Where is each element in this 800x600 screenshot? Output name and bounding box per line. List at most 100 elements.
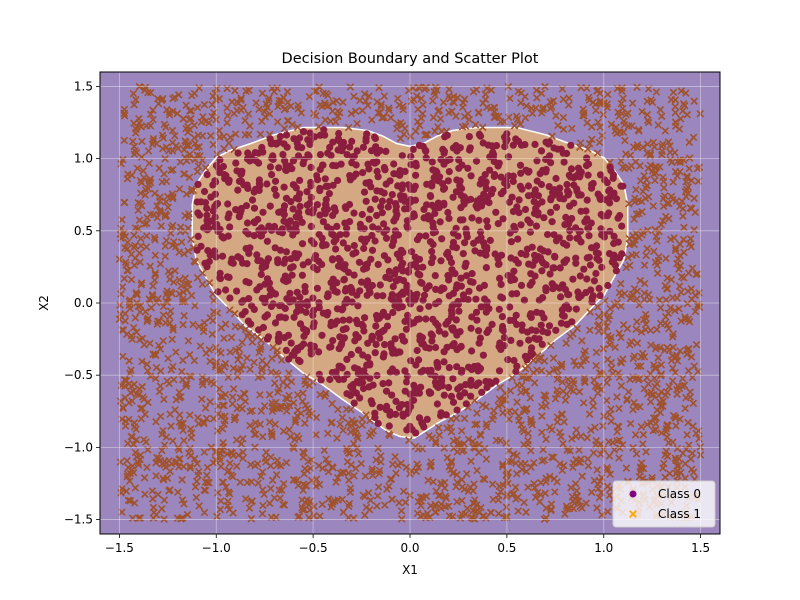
class-1-point — [633, 295, 641, 303]
class-0-point — [501, 179, 509, 187]
class-1-point — [431, 500, 440, 509]
class-0-point — [355, 258, 363, 266]
class-0-point — [271, 319, 280, 327]
class-0-point — [224, 200, 232, 208]
class-1-point — [576, 139, 585, 147]
class-0-point — [324, 182, 332, 190]
class-1-point — [182, 124, 190, 133]
class-0-point — [525, 260, 533, 268]
class-1-point — [513, 398, 521, 406]
class-1-point — [533, 94, 541, 102]
class-1-point — [489, 495, 497, 504]
class-1-point — [190, 454, 199, 463]
class-1-point — [116, 458, 125, 466]
class-1-point — [258, 486, 267, 494]
class-1-point — [212, 358, 221, 366]
class-1-point — [233, 372, 242, 381]
class-0-point — [310, 342, 318, 351]
class-1-point — [377, 103, 385, 111]
class-1-point — [333, 434, 341, 442]
class-0-point — [364, 277, 372, 285]
class-1-point — [286, 432, 295, 441]
class-1-point — [589, 449, 598, 457]
class-1-point — [129, 440, 138, 449]
class-1-point — [146, 372, 155, 380]
class-1-point — [666, 142, 674, 150]
class-1-point — [285, 401, 294, 410]
class-1-point — [186, 107, 194, 115]
class-1-point — [282, 458, 291, 467]
class-1-point — [498, 462, 507, 471]
class-1-point — [120, 229, 128, 237]
y-tick-label: 0.5 — [74, 224, 93, 238]
class-1-point — [118, 326, 127, 334]
class-1-point — [483, 84, 491, 92]
class-1-point — [643, 390, 652, 398]
class-1-point — [413, 117, 422, 126]
class-0-point — [391, 335, 399, 343]
class-1-point — [617, 291, 626, 300]
class-0-point — [203, 171, 211, 179]
x-axis-label: X1 — [402, 563, 418, 577]
class-1-point — [556, 460, 564, 468]
class-0-point — [479, 351, 487, 359]
class-0-point — [569, 275, 577, 283]
class-0-point — [403, 281, 411, 289]
class-1-point — [425, 432, 433, 440]
class-0-point — [410, 210, 418, 218]
class-1-point — [684, 269, 693, 277]
class-1-point — [213, 84, 221, 93]
class-0-point — [298, 271, 306, 279]
class-1-point — [663, 321, 672, 329]
class-0-point — [387, 340, 395, 348]
class-0-point — [237, 177, 245, 185]
class-1-point — [228, 393, 237, 401]
class-0-point — [218, 252, 227, 260]
class-0-point — [555, 190, 564, 198]
class-1-point — [241, 397, 250, 406]
class-1-point — [180, 500, 188, 508]
class-0-point — [546, 270, 554, 278]
class-1-point — [321, 392, 329, 401]
class-1-point — [272, 369, 280, 377]
class-0-point — [327, 279, 335, 287]
class-1-point — [158, 430, 166, 439]
class-1-point — [542, 435, 550, 443]
class-1-point — [342, 405, 351, 414]
class-1-point — [339, 426, 347, 434]
class-0-point — [446, 155, 454, 164]
class-1-point — [522, 102, 531, 110]
class-0-point — [277, 313, 285, 321]
class-1-point — [324, 91, 332, 100]
class-1-point — [226, 348, 234, 356]
class-1-point — [328, 500, 337, 508]
class-1-point — [251, 443, 259, 451]
class-1-point — [316, 512, 324, 520]
class-1-point — [634, 362, 642, 370]
class-0-point — [368, 246, 377, 254]
class-1-point — [672, 197, 681, 205]
class-1-point — [141, 83, 150, 92]
class-0-point — [336, 231, 344, 239]
class-1-point — [122, 487, 131, 495]
class-0-point — [539, 166, 547, 174]
class-1-point — [489, 411, 498, 420]
class-1-point — [462, 470, 471, 478]
class-1-point — [452, 112, 460, 120]
class-0-point — [327, 225, 335, 233]
class-1-point — [677, 317, 685, 325]
class-1-point — [136, 258, 144, 266]
class-0-point — [549, 264, 557, 272]
class-1-point — [687, 204, 696, 213]
class-0-point — [453, 176, 461, 184]
class-0-point — [565, 189, 573, 197]
class-1-point — [131, 129, 140, 137]
grid-lines — [100, 72, 720, 534]
class-0-point — [537, 147, 546, 155]
class-1-point — [669, 88, 678, 97]
class-0-point — [458, 161, 466, 169]
class-0-point — [288, 271, 296, 279]
class-1-point — [518, 373, 526, 381]
class-1-point — [329, 498, 337, 506]
class-0-point — [509, 141, 517, 149]
